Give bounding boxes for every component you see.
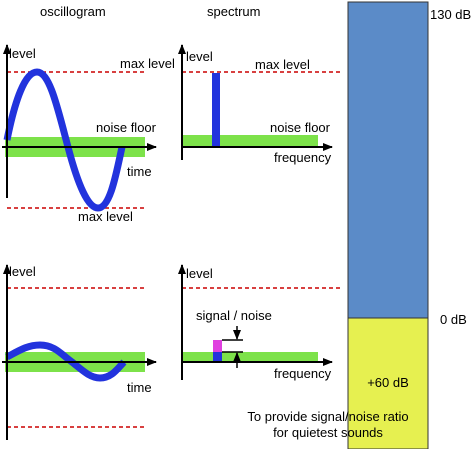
label: level (186, 49, 213, 64)
label: level (9, 46, 36, 61)
bar-label: 0 dB (440, 312, 467, 327)
quiet-range (347, 317, 429, 449)
label: time (127, 380, 152, 395)
signal (213, 340, 222, 352)
header: spectrum (207, 4, 260, 19)
label: level (9, 264, 36, 279)
label: frequency (274, 366, 332, 381)
label: max level (255, 57, 310, 72)
label: noise floor (270, 120, 331, 135)
bar-label: +60 dB (367, 375, 409, 390)
caption: for quietest sounds (273, 425, 383, 440)
header: oscillogram (40, 4, 106, 19)
noise (213, 352, 222, 362)
caption: To provide signal/noise ratio (247, 409, 408, 424)
noise-band (182, 135, 318, 146)
spectral-line (212, 73, 220, 147)
noise-band (182, 352, 318, 362)
label: time (127, 164, 152, 179)
label: level (186, 266, 213, 281)
label: noise floor (96, 120, 157, 135)
label: signal / noise (196, 308, 272, 323)
level-range (347, 1, 429, 319)
label: frequency (274, 150, 332, 165)
bar-label: 130 dB (430, 7, 471, 22)
label: max level (78, 209, 133, 224)
label: max level (120, 56, 175, 71)
